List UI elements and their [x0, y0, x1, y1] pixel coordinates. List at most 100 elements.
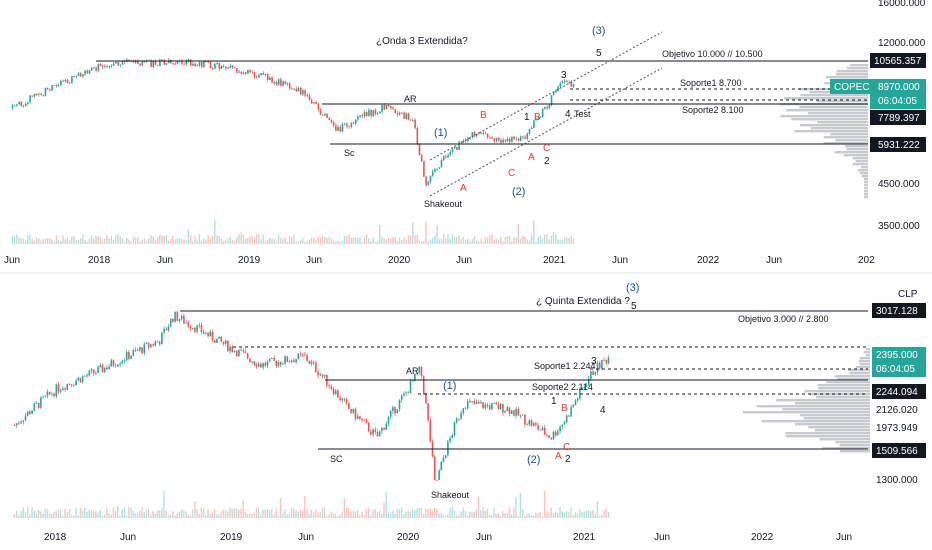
volume-bar	[537, 236, 539, 244]
volume-bar	[411, 508, 414, 518]
candle-body	[225, 66, 227, 69]
volume-bar	[583, 511, 585, 518]
candle-body	[508, 407, 511, 414]
volume-bar	[291, 236, 293, 244]
candle-body	[288, 83, 291, 89]
candle-body	[425, 393, 427, 404]
candle-body	[572, 405, 575, 407]
candle-body	[412, 119, 414, 121]
candle-body	[370, 110, 372, 117]
top-ytick-4500: 4500.000	[878, 179, 920, 190]
volume-bar	[403, 237, 405, 244]
candle-body	[544, 107, 546, 109]
candle-body	[396, 409, 399, 414]
volume-bar	[159, 234, 161, 244]
profile-bar	[858, 360, 870, 363]
volume-bar	[218, 513, 220, 518]
top-sc-label: Sc	[344, 148, 355, 158]
candle-body	[268, 358, 271, 362]
volume-bar	[224, 510, 227, 518]
candle-body	[414, 119, 416, 129]
top-xtick: Jun	[766, 255, 782, 266]
candle-body	[108, 366, 110, 370]
candle-body	[31, 95, 34, 97]
candle-body	[409, 119, 412, 121]
volume-bar	[592, 510, 594, 518]
candle-body	[524, 414, 526, 425]
volume-bar	[66, 236, 69, 244]
volume-bar	[326, 237, 328, 244]
candle-body	[273, 358, 275, 361]
volume-bar	[121, 509, 123, 518]
bottom-n5-label: 5	[631, 301, 637, 312]
candle-body	[53, 85, 56, 86]
candle-body	[222, 341, 225, 344]
candle-body	[24, 103, 27, 106]
top-mid-badge	[870, 110, 926, 125]
volume-bar	[475, 240, 478, 244]
volume-bar	[189, 515, 192, 518]
candle-body	[178, 319, 181, 321]
volume-bar	[456, 236, 458, 244]
candle-body	[214, 63, 216, 69]
candle-body	[330, 119, 333, 123]
volume-bar	[546, 511, 548, 518]
volume-bar	[229, 507, 231, 518]
candle-body	[132, 350, 135, 356]
volume-bar	[27, 235, 29, 244]
candle-body	[451, 148, 454, 152]
bottom-candles	[13, 310, 610, 481]
volume-bar	[46, 238, 49, 244]
candle-body	[77, 377, 80, 381]
volume-bar	[268, 510, 271, 518]
candle-body	[191, 328, 194, 329]
volume-bar	[114, 511, 117, 518]
candle-body	[293, 360, 295, 363]
candle-body	[326, 113, 328, 118]
candle-body	[277, 79, 280, 85]
volume-bar	[596, 501, 599, 518]
profile-bar	[843, 154, 868, 157]
candle-body	[310, 100, 313, 104]
volume-bar	[308, 239, 311, 244]
volume-bar	[493, 239, 495, 244]
volume-bar	[123, 241, 126, 244]
candle-body	[35, 93, 38, 95]
bottom-title: ¿ Quinta Extendida ?	[536, 296, 630, 307]
candle-body	[519, 414, 522, 416]
candle-body	[20, 421, 22, 424]
candle-body	[341, 398, 344, 401]
volume-bar	[225, 240, 227, 244]
volume-bar	[293, 234, 295, 244]
profile-bar	[803, 417, 870, 420]
candle-body	[473, 401, 476, 404]
volume-bar	[286, 241, 289, 244]
bottom-objective-label: Objetivo 3.000 // 2.800	[738, 314, 829, 324]
volume-bar	[145, 241, 148, 244]
candle-body	[317, 372, 319, 376]
candle-body	[38, 93, 40, 95]
bottom-support-value: 1509.566	[876, 446, 918, 457]
volume-bar	[97, 512, 99, 518]
volume-bar	[266, 239, 269, 244]
volume-bar	[433, 507, 436, 518]
volume-bar	[251, 236, 253, 244]
volume-bar	[524, 236, 526, 244]
volume-bar	[557, 239, 559, 244]
candle-body	[97, 367, 99, 373]
volume-bar	[35, 237, 38, 244]
candle-body	[429, 419, 432, 442]
candle-body	[537, 117, 540, 119]
candle-body	[486, 133, 489, 138]
volume-bar	[317, 512, 319, 518]
candle-body	[183, 63, 185, 65]
volume-bar	[515, 497, 517, 518]
volume-bar	[431, 511, 434, 518]
candle-body	[378, 431, 381, 437]
candle-body	[194, 63, 196, 67]
top-symbol-text: COPEC	[834, 82, 870, 93]
bottom-b1-label: B	[561, 403, 568, 414]
volume-bar	[442, 233, 445, 244]
volume-bar	[284, 237, 286, 244]
volume-bar	[453, 510, 456, 518]
